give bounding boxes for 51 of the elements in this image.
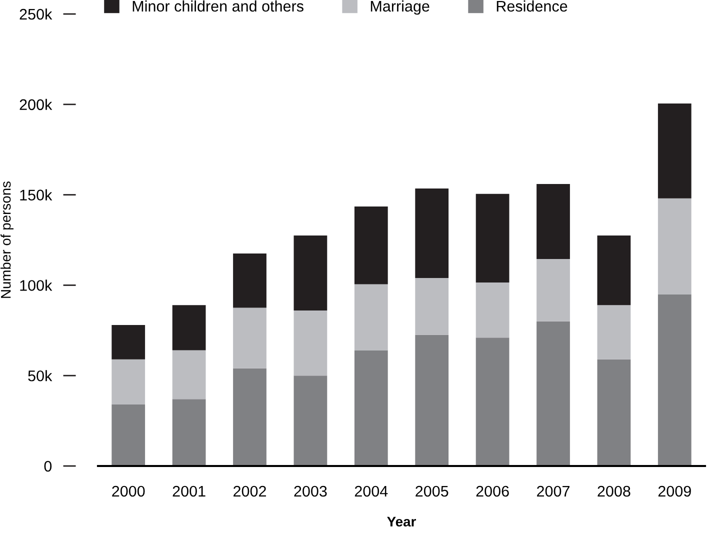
legend-label: Residence (496, 0, 568, 12)
bar (658, 294, 692, 466)
y-tick-label: 150k (20, 189, 52, 200)
bar (294, 235, 328, 311)
bar (536, 258, 570, 322)
bar (476, 194, 510, 282)
bar (536, 321, 570, 466)
legend-label: Marriage (370, 0, 430, 15)
bar (233, 368, 266, 466)
y-tick-label: 250k (20, 8, 52, 20)
x-tick-label: 2006 (476, 486, 509, 497)
bar (536, 184, 570, 259)
bar (354, 350, 388, 466)
x-tick-label: 2001 (172, 486, 206, 497)
bar (233, 254, 266, 308)
bar (112, 359, 146, 405)
bar (354, 284, 388, 350)
bar (597, 359, 631, 466)
x-axis-title: Year (387, 516, 416, 527)
bar (597, 305, 631, 360)
bar (415, 278, 449, 335)
bar (415, 334, 449, 466)
bar (172, 350, 206, 400)
bar (476, 282, 510, 338)
bar (233, 308, 266, 368)
bar (112, 404, 146, 466)
y-tick-label: 200k (20, 98, 52, 110)
bar (172, 399, 206, 466)
bar (597, 235, 631, 306)
bar (476, 338, 510, 466)
bar (294, 376, 328, 466)
y-tick-label: 0 (44, 460, 52, 472)
y-tick-label: 50k (28, 370, 52, 382)
bar (172, 305, 206, 350)
bar (658, 103, 692, 198)
x-tick-label: 2004 (354, 486, 388, 497)
bar (294, 310, 328, 376)
x-tick-label: 2008 (598, 486, 630, 497)
x-tick-label: 2005 (416, 486, 448, 497)
x-tick-label: 2007 (537, 486, 570, 497)
bar (354, 206, 388, 284)
x-tick-label: 2000 (112, 486, 145, 497)
bar (415, 188, 449, 278)
bar (112, 324, 146, 360)
x-tick-label: 2009 (658, 486, 691, 497)
legend-label: Minor children and others (132, 0, 304, 12)
bar (658, 198, 692, 294)
x-tick-label: 2003 (294, 486, 327, 497)
y-axis-title: Number of persons (0, 181, 14, 298)
y-tick-label: 100k (20, 280, 52, 291)
x-tick-label: 2002 (234, 486, 266, 497)
